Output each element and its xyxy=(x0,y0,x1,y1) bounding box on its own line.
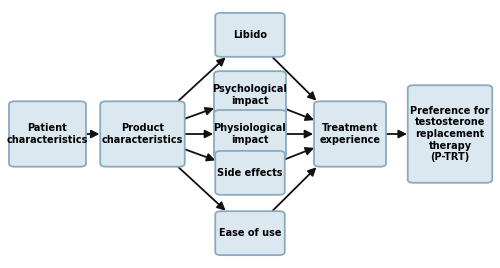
Text: Side effects: Side effects xyxy=(217,168,283,178)
FancyBboxPatch shape xyxy=(215,13,285,57)
Text: Libido: Libido xyxy=(233,30,267,40)
FancyBboxPatch shape xyxy=(9,101,86,167)
FancyBboxPatch shape xyxy=(215,211,285,255)
Text: Treatment
experience: Treatment experience xyxy=(320,123,380,145)
Text: Preference for
testosterone
replacement
therapy
(P-TRT): Preference for testosterone replacement … xyxy=(410,106,490,162)
Text: Product
characteristics: Product characteristics xyxy=(102,123,183,145)
Text: Ease of use: Ease of use xyxy=(219,228,281,238)
FancyBboxPatch shape xyxy=(314,101,386,167)
Text: Physiological
impact: Physiological impact xyxy=(214,123,286,145)
FancyBboxPatch shape xyxy=(215,151,285,195)
Text: Patient
characteristics: Patient characteristics xyxy=(7,123,88,145)
Text: Psychological
impact: Psychological impact xyxy=(212,84,288,106)
FancyBboxPatch shape xyxy=(100,101,184,167)
FancyBboxPatch shape xyxy=(214,71,286,119)
FancyBboxPatch shape xyxy=(214,110,286,158)
FancyBboxPatch shape xyxy=(408,85,492,183)
